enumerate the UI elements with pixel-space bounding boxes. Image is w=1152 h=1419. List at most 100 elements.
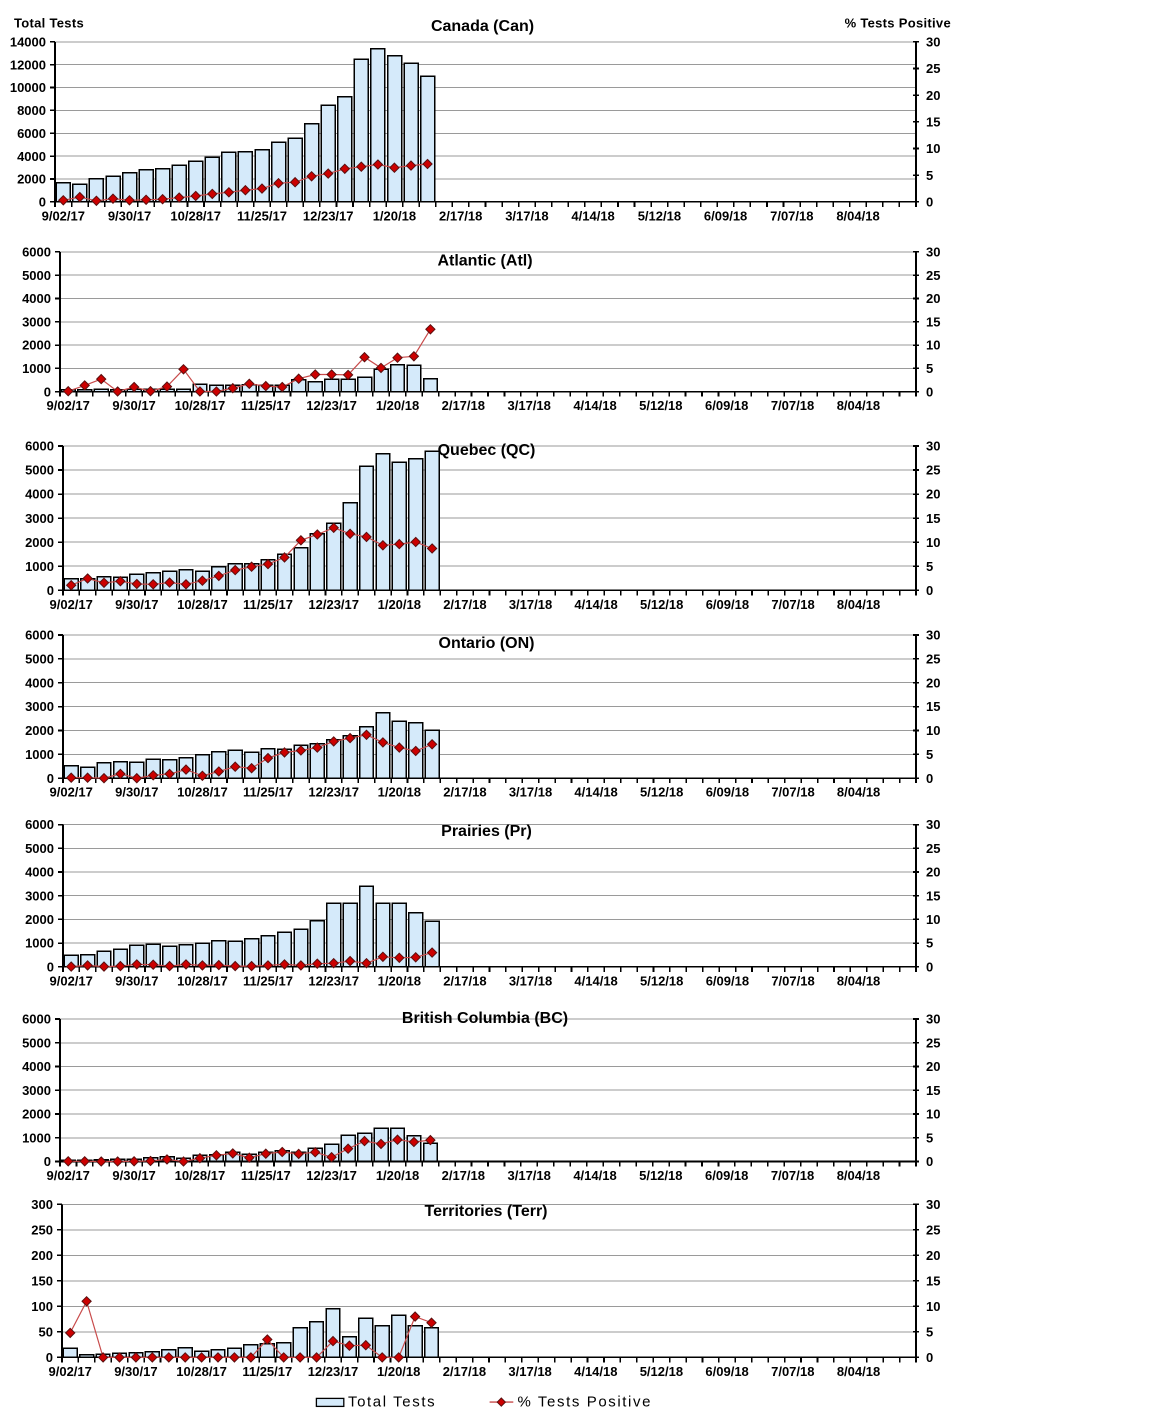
svg-text:15: 15 xyxy=(926,1083,940,1098)
svg-text:15: 15 xyxy=(926,314,940,329)
svg-text:5000: 5000 xyxy=(25,463,54,478)
svg-text:5: 5 xyxy=(926,747,933,762)
svg-text:12/23/17: 12/23/17 xyxy=(308,1364,359,1379)
svg-text:12/23/17: 12/23/17 xyxy=(308,973,359,988)
svg-text:0: 0 xyxy=(926,771,933,786)
svg-text:2/17/18: 2/17/18 xyxy=(443,1364,486,1379)
svg-text:4/14/18: 4/14/18 xyxy=(574,597,617,612)
svg-text:4/14/18: 4/14/18 xyxy=(571,208,614,223)
svg-text:0: 0 xyxy=(46,1350,53,1365)
svg-text:8/04/18: 8/04/18 xyxy=(837,597,880,612)
svg-text:Atlantic (Atl): Atlantic (Atl) xyxy=(437,252,532,269)
svg-text:7/07/18: 7/07/18 xyxy=(771,1168,814,1183)
svg-text:25: 25 xyxy=(926,268,940,283)
svg-text:Territories (Terr): Territories (Terr) xyxy=(425,1203,548,1220)
svg-text:3/17/18: 3/17/18 xyxy=(508,398,551,413)
svg-text:9/02/17: 9/02/17 xyxy=(47,398,90,413)
svg-text:1/20/18: 1/20/18 xyxy=(378,785,421,800)
svg-text:9/02/17: 9/02/17 xyxy=(50,785,93,800)
svg-text:2000: 2000 xyxy=(25,535,54,550)
svg-text:9/02/17: 9/02/17 xyxy=(49,1364,92,1379)
svg-text:10/28/17: 10/28/17 xyxy=(170,208,221,223)
svg-text:3000: 3000 xyxy=(25,699,54,714)
svg-text:20: 20 xyxy=(926,1059,940,1074)
svg-text:10/28/17: 10/28/17 xyxy=(177,785,228,800)
svg-text:4000: 4000 xyxy=(25,487,54,502)
svg-text:30: 30 xyxy=(926,34,940,49)
svg-text:30: 30 xyxy=(926,1012,940,1027)
svg-text:6000: 6000 xyxy=(22,1012,51,1027)
svg-text:4/14/18: 4/14/18 xyxy=(574,785,617,800)
svg-text:10000: 10000 xyxy=(10,80,46,95)
svg-text:9/02/17: 9/02/17 xyxy=(50,597,93,612)
svg-text:6000: 6000 xyxy=(17,126,46,141)
svg-text:4000: 4000 xyxy=(17,149,46,164)
svg-text:British Columbia (BC): British Columbia (BC) xyxy=(402,1010,568,1027)
svg-text:7/07/18: 7/07/18 xyxy=(771,785,814,800)
svg-text:9/30/17: 9/30/17 xyxy=(112,1168,155,1183)
svg-text:0: 0 xyxy=(926,1154,933,1169)
svg-text:Canada (Can): Canada (Can) xyxy=(431,18,534,35)
svg-text:6000: 6000 xyxy=(25,439,54,454)
svg-text:6000: 6000 xyxy=(25,817,54,832)
svg-text:9/30/17: 9/30/17 xyxy=(114,1364,157,1379)
svg-text:1/20/18: 1/20/18 xyxy=(376,398,419,413)
svg-text:9/02/17: 9/02/17 xyxy=(47,1168,90,1183)
svg-text:1000: 1000 xyxy=(22,361,51,376)
svg-text:8000: 8000 xyxy=(17,103,46,118)
svg-text:9/30/17: 9/30/17 xyxy=(108,208,151,223)
svg-text:5000: 5000 xyxy=(22,1035,51,1050)
svg-text:4/14/18: 4/14/18 xyxy=(574,1364,617,1379)
svg-text:5/12/18: 5/12/18 xyxy=(639,398,682,413)
svg-text:8/04/18: 8/04/18 xyxy=(837,398,880,413)
svg-text:6/09/18: 6/09/18 xyxy=(704,208,747,223)
svg-text:8/04/18: 8/04/18 xyxy=(837,1364,880,1379)
svg-text:2/17/18: 2/17/18 xyxy=(442,1168,485,1183)
svg-text:10/28/17: 10/28/17 xyxy=(175,1168,226,1183)
svg-text:0: 0 xyxy=(926,583,933,598)
svg-text:6000: 6000 xyxy=(25,628,54,643)
svg-text:10: 10 xyxy=(926,912,940,927)
svg-text:15: 15 xyxy=(926,115,940,130)
svg-text:200: 200 xyxy=(31,1248,53,1263)
svg-text:9/30/17: 9/30/17 xyxy=(115,597,158,612)
svg-text:25: 25 xyxy=(926,841,940,856)
svg-text:5/12/18: 5/12/18 xyxy=(640,1364,683,1379)
svg-text:20: 20 xyxy=(926,487,940,502)
svg-text:0: 0 xyxy=(926,195,933,210)
svg-text:Total Tests: Total Tests xyxy=(14,16,84,31)
svg-text:7/07/18: 7/07/18 xyxy=(771,398,814,413)
svg-text:3/17/18: 3/17/18 xyxy=(508,1364,551,1379)
svg-text:0: 0 xyxy=(926,1350,933,1365)
svg-text:6/09/18: 6/09/18 xyxy=(706,973,749,988)
svg-text:25: 25 xyxy=(926,1035,940,1050)
svg-text:5000: 5000 xyxy=(22,268,51,283)
svg-text:1000: 1000 xyxy=(22,1130,51,1145)
svg-text:3000: 3000 xyxy=(22,314,51,329)
svg-text:5: 5 xyxy=(926,1325,933,1340)
svg-text:9/30/17: 9/30/17 xyxy=(112,398,155,413)
svg-text:11/25/17: 11/25/17 xyxy=(243,785,293,800)
svg-text:30: 30 xyxy=(926,817,940,832)
svg-text:2/17/18: 2/17/18 xyxy=(442,398,485,413)
svg-text:10: 10 xyxy=(926,1107,940,1122)
svg-text:7/07/18: 7/07/18 xyxy=(771,1364,814,1379)
svg-text:1000: 1000 xyxy=(25,747,54,762)
svg-text:0: 0 xyxy=(44,384,51,399)
svg-text:10: 10 xyxy=(926,1299,940,1314)
svg-text:6/09/18: 6/09/18 xyxy=(705,1168,748,1183)
svg-text:2/17/18: 2/17/18 xyxy=(439,208,482,223)
svg-text:4000: 4000 xyxy=(22,291,51,306)
svg-text:6000: 6000 xyxy=(22,245,51,260)
svg-text:1/20/18: 1/20/18 xyxy=(376,1168,419,1183)
svg-text:5/12/18: 5/12/18 xyxy=(639,1168,682,1183)
svg-text:6/09/18: 6/09/18 xyxy=(706,597,749,612)
svg-text:4000: 4000 xyxy=(22,1059,51,1074)
svg-text:5/12/18: 5/12/18 xyxy=(638,208,681,223)
svg-text:8/04/18: 8/04/18 xyxy=(837,785,880,800)
svg-text:6/09/18: 6/09/18 xyxy=(705,398,748,413)
svg-text:Ontario (ON): Ontario (ON) xyxy=(439,635,535,652)
svg-text:1000: 1000 xyxy=(25,936,54,951)
svg-text:12/23/17: 12/23/17 xyxy=(306,398,357,413)
svg-text:20: 20 xyxy=(926,291,940,306)
